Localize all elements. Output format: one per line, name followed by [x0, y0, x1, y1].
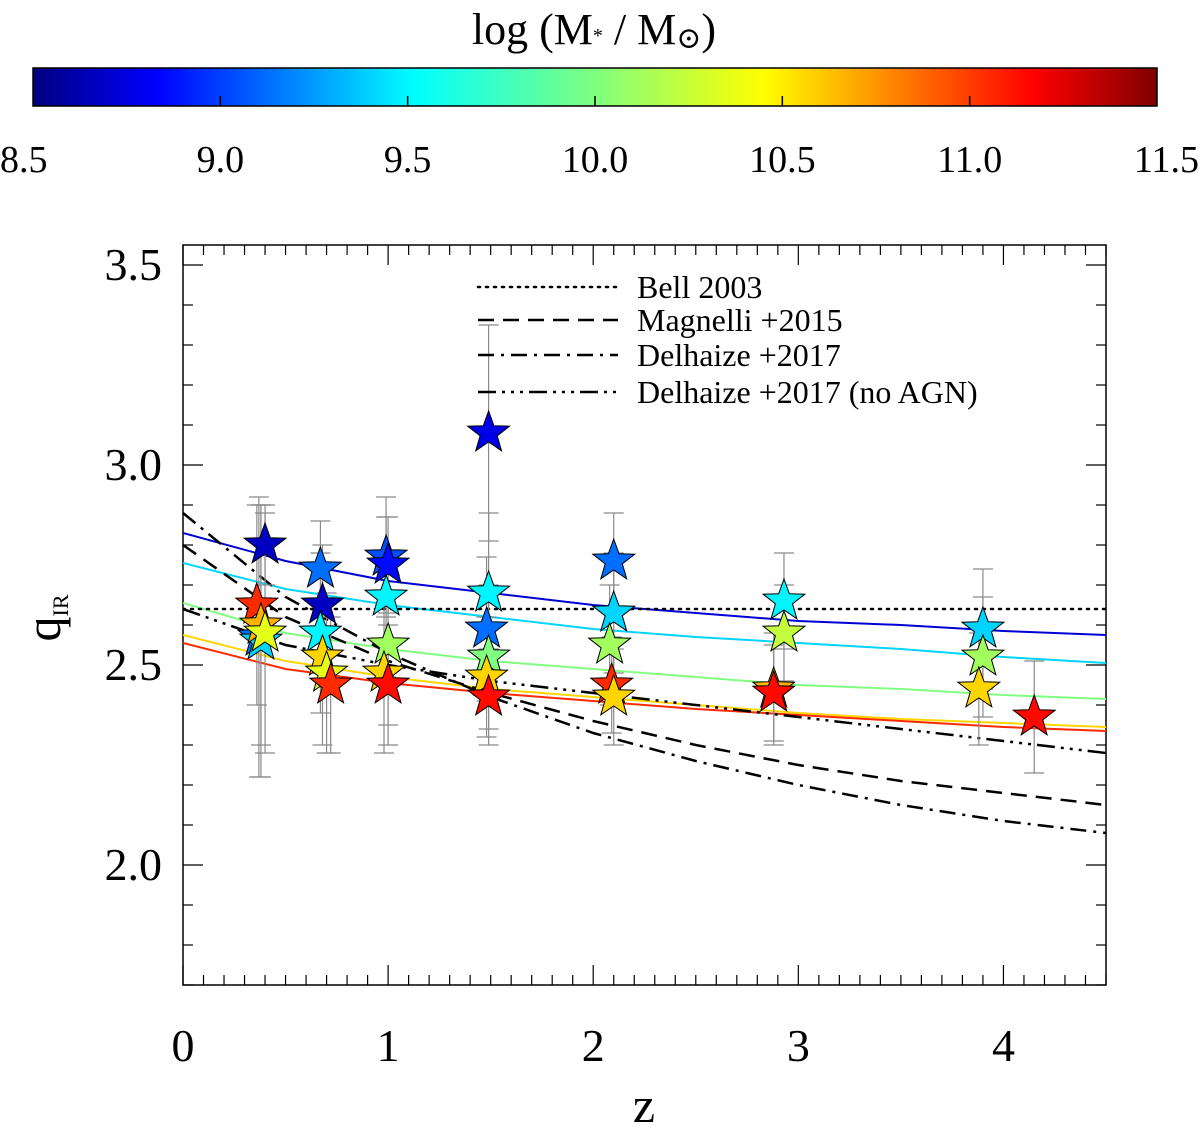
data-point: [587, 621, 633, 665]
data-point: [960, 633, 1006, 677]
data-point: [242, 521, 288, 565]
data-points: [234, 409, 1057, 737]
fit-curve: [183, 532, 1106, 636]
colorbar-tick-label: 10.5: [749, 139, 816, 181]
data-point: [751, 669, 796, 713]
data-point: [365, 621, 411, 665]
legend-entry: Delhaize +2017: [478, 337, 841, 373]
data-point: [466, 569, 511, 613]
x-tick-label: 0: [172, 1020, 195, 1071]
x-tick-label: 4: [992, 1020, 1015, 1071]
axis-ticks: 0 1 2 3 4 2.0 2.5 3.0 3.5: [105, 239, 1107, 1071]
legend-entry: Bell 2003: [476, 269, 762, 305]
x-tick-label: 3: [787, 1020, 810, 1071]
data-point: [308, 661, 354, 705]
reference-line: [183, 543, 1106, 807]
colorbar: log (M* / M⊙) 8.5 9.0 9.5 10.0 10.5 11.0 11.5: [0, 5, 1199, 181]
x-tick-label: 2: [582, 1020, 605, 1071]
fit-curves: [183, 532, 1106, 732]
reference-line: [183, 512, 1106, 835]
colorbar-ticks: 8.5 9.0 9.5 10.0 10.5 11.0 11.5: [0, 96, 1199, 181]
data-point: [466, 673, 511, 717]
data-point: [591, 537, 637, 581]
legend-label: Delhaize +2017: [637, 337, 841, 373]
y-axis-label: qIR: [15, 594, 73, 641]
colorbar-tick-label: 9.0: [197, 139, 245, 181]
legend-label: Bell 2003: [637, 269, 762, 305]
data-point: [1011, 693, 1057, 737]
legend-label: Magnelli +2015: [637, 302, 843, 338]
data-point: [956, 665, 1002, 709]
colorbar-tick-label: 8.5: [0, 139, 48, 181]
data-point: [300, 581, 345, 625]
y-tick-label: 3.5: [105, 239, 163, 290]
data-point: [242, 609, 288, 653]
data-point: [464, 605, 509, 649]
colorbar-tick-label: 11.0: [937, 139, 1002, 181]
y-tick-label: 2.5: [105, 639, 163, 690]
colorbar-tick-label: 11.5: [1134, 139, 1199, 181]
data-point: [591, 589, 637, 633]
data-point: [761, 609, 807, 653]
plot-frame: [182, 244, 1107, 986]
legend-label: Delhaize +2017 (no AGN): [637, 374, 978, 410]
fit-curve: [183, 602, 1106, 700]
data-point: [365, 541, 411, 585]
data-point: [363, 573, 409, 617]
colorbar-tick-label: 10.0: [562, 139, 629, 181]
legend-entry: Magnelli +2015: [478, 302, 843, 338]
data-point: [365, 661, 411, 705]
fit-curve: [183, 642, 1106, 732]
data-point: [591, 673, 637, 717]
data-point: [466, 409, 511, 453]
colorbar-title: log (M* / M⊙): [472, 5, 716, 55]
x-tick-label: 1: [377, 1020, 400, 1071]
x-axis-label: z: [633, 1077, 655, 1131]
legend-entry: Delhaize +2017 (no AGN): [478, 374, 978, 410]
data-point: [298, 545, 343, 589]
fit-curve: [183, 562, 1106, 664]
y-tick-label: 2.0: [105, 839, 163, 890]
y-tick-label: 3.0: [105, 439, 163, 490]
colorbar-tick-label: 9.5: [384, 139, 432, 181]
